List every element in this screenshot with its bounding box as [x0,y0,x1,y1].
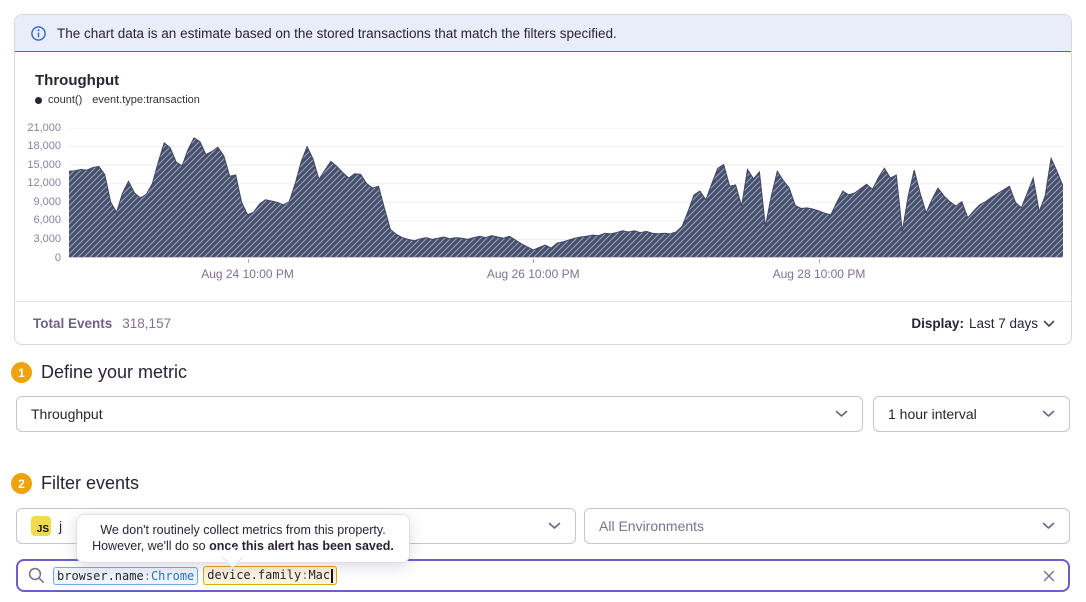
banner-text: The chart data is an estimate based on t… [57,25,617,41]
estimate-info-banner: The chart data is an estimate based on t… [15,15,1071,52]
chevron-down-icon [548,522,561,529]
x-tick-mark [247,259,249,263]
filter-search-input[interactable]: browser.name:Chrome device.family:Mac [16,559,1070,592]
y-tick-label: 12,000 [27,177,61,190]
filter-token-browser-name[interactable]: browser.name:Chrome [53,566,199,585]
project-select-value: j [59,518,63,534]
y-tick-label: 6,000 [33,214,61,227]
tooltip-line2: However, we'll do so [92,539,210,553]
y-tick-label: 9,000 [33,195,61,208]
environment-select-value: All Environments [599,518,705,534]
step2-title: Filter events [41,473,140,493]
chart-card: The chart data is an estimate based on t… [14,14,1072,345]
token-value: Chrome [150,568,195,583]
token-key: browser.name [57,568,144,583]
display-label: Display: [911,316,964,331]
x-tick-label: Aug 24 10:00 PM [201,267,294,281]
environment-select[interactable]: All Environments [584,508,1070,544]
chart-title: Throughput [35,72,120,89]
throughput-area-chart [69,128,1063,258]
search-icon [28,567,44,583]
total-events-value: 318,157 [122,316,172,331]
search-token-list: browser.name:Chrome device.family:Mac [53,566,1042,585]
token-colon: : [301,568,309,583]
metric-warning-tooltip: We don't routinely collect metrics from … [76,514,410,563]
tooltip-line1: We don't routinely collect metrics from … [100,523,386,537]
legend-filter-label: event.type:transaction [92,94,200,106]
y-tick-label: 21,000 [27,121,61,134]
tooltip-line2-bold: once this alert has been saved. [209,539,394,553]
chart-legend: count() event.type:transaction [35,94,200,106]
interval-select-value: 1 hour interval [888,406,977,422]
step2-heading: 2 Filter events [11,473,139,494]
display-period-dropdown[interactable]: Display: Last 7 days [911,316,1055,331]
total-events: Total Events 318,157 [33,316,171,331]
legend-series-label: count() [48,94,83,106]
chevron-down-icon [1043,320,1055,327]
token-colon: : [143,568,151,583]
step1-badge: 1 [11,362,32,383]
total-events-label: Total Events [33,316,113,331]
legend-dot-icon [35,96,42,104]
javascript-platform-icon: JS [31,516,51,536]
token-key: device.family [207,568,302,583]
display-value: Last 7 days [968,316,1038,331]
text-cursor [331,568,333,583]
chevron-down-icon [1042,522,1055,529]
x-axis-labels: Aug 24 10:00 PM Aug 26 10:00 PM Aug 28 10:… [69,258,1063,298]
metric-select[interactable]: Throughput [16,396,863,432]
x-tick-mark [533,259,535,263]
chevron-down-icon [1042,410,1055,417]
x-tick-label: Aug 28 10:00 PM [772,267,866,281]
step1-heading: 1 Define your metric [11,362,187,383]
x-tick-label: Aug 26 10:00 PM [486,267,580,281]
y-tick-label: 0 [54,251,61,264]
info-icon [31,25,46,41]
filter-token-device-family[interactable]: device.family:Mac [203,566,337,585]
metric-select-value: Throughput [31,406,103,422]
y-tick-label: 18,000 [27,140,61,153]
chart-footer: Total Events 318,157 Display: Last 7 day… [15,301,1071,345]
token-value: Mac [308,568,331,583]
step1-title: Define your metric [41,362,188,382]
clear-search-icon[interactable] [1042,569,1056,583]
step2-badge: 2 [11,473,32,494]
y-tick-label: 3,000 [33,232,61,245]
x-tick-mark [818,259,820,263]
interval-select[interactable]: 1 hour interval [873,396,1070,432]
chevron-down-icon [835,410,848,417]
y-tick-label: 15,000 [27,158,61,171]
